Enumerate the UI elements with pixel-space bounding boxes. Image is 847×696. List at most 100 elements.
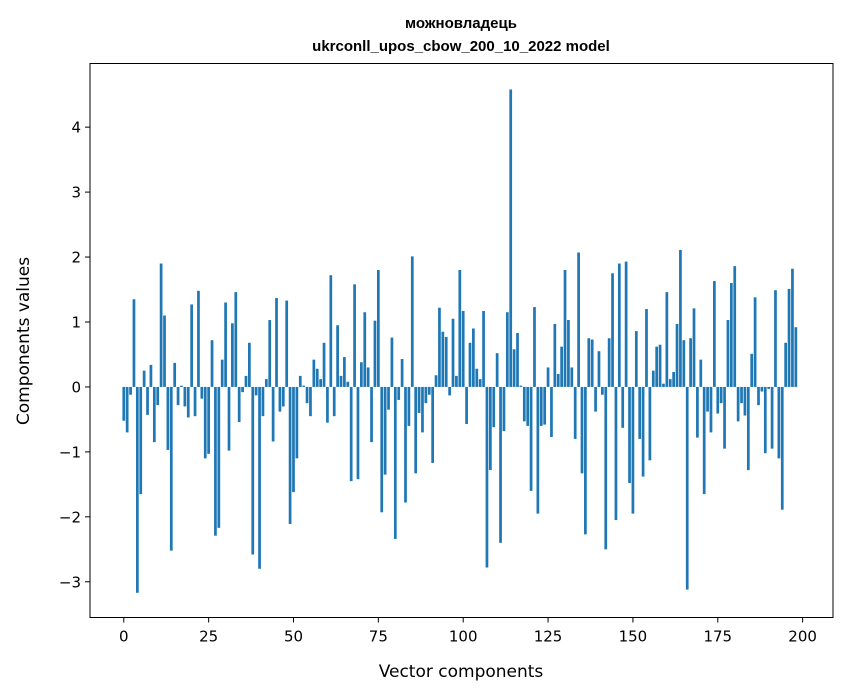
bar <box>719 386 723 404</box>
bar <box>444 336 448 387</box>
bar <box>336 325 339 387</box>
bar <box>142 370 146 387</box>
bar <box>692 308 696 387</box>
y-tick-label: −3 <box>59 573 81 591</box>
bar <box>387 386 390 410</box>
bar <box>475 368 479 387</box>
bar <box>611 273 614 387</box>
bar <box>224 302 227 387</box>
bar <box>723 386 726 449</box>
bar <box>516 333 519 387</box>
x-tick-label: 25 <box>199 628 218 646</box>
y-tick-label: −2 <box>59 508 81 526</box>
bar <box>407 386 411 426</box>
bar <box>763 386 767 454</box>
bar <box>434 375 438 387</box>
bar <box>573 386 577 439</box>
bar <box>533 307 536 387</box>
bar <box>702 386 706 495</box>
bar <box>241 386 244 393</box>
bar <box>526 386 530 426</box>
bar <box>448 386 451 396</box>
bar <box>750 353 754 387</box>
bar <box>668 379 672 387</box>
bar <box>234 292 238 387</box>
bar <box>139 386 143 495</box>
bar <box>393 386 397 539</box>
bar <box>482 310 485 387</box>
bar <box>767 386 771 389</box>
y-tick-label: 4 <box>71 119 81 137</box>
bar <box>251 386 255 555</box>
bar <box>421 386 424 433</box>
bar <box>536 386 540 514</box>
bar <box>729 283 733 387</box>
bar <box>180 385 183 387</box>
bar <box>281 386 285 407</box>
bar <box>709 386 713 433</box>
bar <box>563 270 567 387</box>
bar <box>231 323 234 387</box>
bar <box>190 304 194 387</box>
bar <box>332 386 336 417</box>
bar <box>777 386 781 459</box>
bar <box>499 386 502 543</box>
bar <box>186 386 190 418</box>
bar <box>696 386 699 438</box>
bar <box>682 340 686 387</box>
bar <box>125 386 129 433</box>
bar <box>543 386 547 425</box>
bar <box>339 375 343 387</box>
bar <box>784 342 788 387</box>
bar <box>214 386 217 536</box>
bar <box>275 297 278 387</box>
bar <box>665 292 669 387</box>
bar <box>305 386 309 404</box>
bar <box>237 386 241 423</box>
bar <box>648 386 652 461</box>
bar <box>193 386 197 417</box>
x-tick-label: 150 <box>619 628 648 646</box>
bar <box>431 386 435 463</box>
bar <box>132 299 136 387</box>
bar <box>485 386 489 568</box>
bar <box>461 310 465 387</box>
bar <box>356 386 360 480</box>
bar <box>587 338 591 387</box>
bar <box>505 312 509 387</box>
bar <box>169 386 173 551</box>
bar <box>478 379 482 387</box>
bar <box>397 386 401 400</box>
bar <box>353 284 356 387</box>
bar <box>522 386 526 422</box>
bar <box>329 275 333 387</box>
plot-frame <box>89 63 834 618</box>
y-axis-label: Components values <box>14 257 34 425</box>
y-tick-label: 0 <box>71 378 81 396</box>
bar <box>791 268 794 387</box>
bar <box>495 353 499 387</box>
bar <box>363 312 367 387</box>
bar <box>699 359 703 387</box>
bar <box>675 323 679 387</box>
y-tick-label: 1 <box>71 313 81 331</box>
bar <box>410 256 414 387</box>
bar <box>383 386 387 475</box>
bar <box>624 261 628 387</box>
bar <box>159 263 163 387</box>
bar <box>577 252 580 387</box>
bar <box>261 386 265 417</box>
bar <box>753 297 757 387</box>
bar <box>441 331 445 387</box>
y-tick-label: −1 <box>59 443 81 461</box>
bar <box>492 386 496 428</box>
bar <box>135 386 139 593</box>
bar <box>736 386 740 422</box>
x-tick-label: 100 <box>449 628 478 646</box>
bar <box>292 386 295 493</box>
bar <box>288 386 292 524</box>
x-tick-label: 50 <box>284 628 303 646</box>
bar <box>689 338 692 387</box>
bar <box>716 386 720 414</box>
